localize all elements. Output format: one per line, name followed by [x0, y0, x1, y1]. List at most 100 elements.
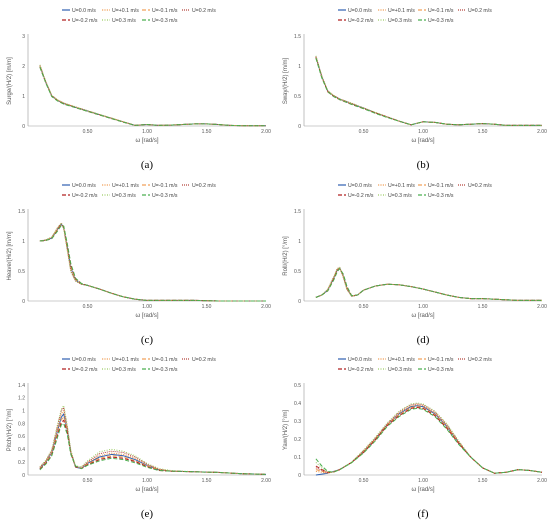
legend-label: U=-0.1 m/s — [152, 183, 178, 189]
series-line — [39, 405, 267, 475]
chart-panel: U=0.0 m/s U=+0.1 m/s U=-0.1 m/s U=0.2 m/s U=… — [278, 351, 548, 531]
legend-label: U=0.3 m/s — [112, 193, 136, 199]
legend-label: U=0.0 m/s — [348, 183, 372, 189]
series-line — [39, 65, 266, 127]
panel-label: (c) — [141, 334, 154, 346]
series-line — [39, 65, 266, 127]
x-tick-label: 1.00 — [142, 304, 152, 310]
y-tick-label: 1 — [22, 94, 25, 100]
series-line — [315, 267, 542, 301]
x-tick-label: 1.50 — [202, 304, 212, 310]
legend-label: U=+0.1 m/s — [388, 8, 415, 14]
series-line — [315, 402, 543, 474]
x-tick-label: 1.00 — [142, 478, 152, 484]
x-tick-label: 1.50 — [478, 304, 488, 310]
legend-label: U=-0.3 m/s — [152, 18, 178, 24]
chart-svg: U=0.0 m/s U=+0.1 m/s U=-0.1 m/s U=0.2 m/s U=… — [283, 8, 547, 171]
chart-svg: U=0.0 m/s U=+0.1 m/s U=-0.1 m/s U=0.2 m/s U=… — [7, 8, 271, 171]
y-axis-label: Surge/(H/2) [m/m] — [7, 57, 13, 105]
series-line — [39, 407, 267, 475]
x-tick-label: 1.00 — [142, 129, 152, 135]
legend-label: U=0.0 m/s — [348, 357, 372, 363]
y-tick-label: 0 — [22, 124, 25, 130]
legend-label: U=0.3 m/s — [388, 193, 412, 199]
y-tick-label: 0.6 — [18, 434, 25, 440]
y-tick-label: 1 — [22, 409, 25, 415]
legend-label: U=0.2 m/s — [468, 8, 492, 14]
legend-label: U=0.0 m/s — [72, 183, 96, 189]
chart-svg: U=0.0 m/s U=+0.1 m/s U=-0.1 m/s U=0.2 m/s U=… — [283, 357, 547, 520]
y-axis-label: Sway/(H/2) [m/m] — [283, 58, 289, 105]
series-line — [39, 224, 266, 302]
y-tick-label: 0.3 — [294, 419, 301, 425]
y-tick-label: 0.8 — [18, 421, 25, 427]
legend-label: U=-0.2 m/s — [72, 18, 98, 24]
y-tick-label: 0 — [298, 473, 301, 479]
series-line — [39, 224, 266, 302]
x-tick-label: 0.50 — [83, 304, 93, 310]
series-line — [315, 57, 542, 126]
y-tick-label: 0.2 — [18, 460, 25, 466]
y-tick-label: 2 — [22, 64, 25, 70]
x-tick-label: 1.50 — [202, 129, 212, 135]
chart-svg: U=0.0 m/s U=+0.1 m/s U=-0.1 m/s U=0.2 m/s U=… — [7, 183, 271, 346]
y-tick-label: 1.4 — [18, 383, 25, 389]
legend-label: U=-0.3 m/s — [152, 367, 178, 373]
legend-label: U=-0.1 m/s — [428, 357, 454, 363]
legend-label: U=-0.2 m/s — [348, 18, 374, 24]
x-tick-label: 1.00 — [418, 304, 428, 310]
series-line — [315, 267, 542, 301]
panel-label: (f) — [418, 508, 429, 520]
series-line — [315, 57, 542, 126]
y-axis-label: Yaw/(H/2) [°/m] — [283, 410, 289, 451]
series-line — [315, 266, 542, 301]
series-line — [39, 64, 266, 127]
legend-label: U=-0.1 m/s — [152, 8, 178, 14]
x-tick-label: 0.50 — [83, 478, 93, 484]
series-line — [39, 222, 266, 302]
legend-label: U=-0.2 m/s — [348, 367, 374, 373]
x-tick-label: 1.00 — [418, 129, 428, 135]
x-axis-label: ω [rad/s] — [135, 487, 158, 493]
legend-label: U=0.2 m/s — [192, 183, 216, 189]
x-tick-label: 2.00 — [537, 304, 547, 310]
y-tick-label: 0.4 — [18, 447, 25, 453]
legend-label: U=-0.1 m/s — [428, 8, 454, 14]
y-tick-label: 0.5 — [294, 94, 301, 100]
series-line — [39, 413, 267, 475]
series-line — [315, 56, 542, 126]
y-tick-label: 0.5 — [294, 383, 301, 389]
x-tick-label: 0.50 — [359, 129, 369, 135]
series-line — [39, 222, 266, 302]
y-tick-label: 1.2 — [18, 396, 25, 402]
series-line — [39, 410, 267, 475]
legend-label: U=-0.3 m/s — [428, 193, 454, 199]
chart-panel: U=0.0 m/s U=+0.1 m/s U=-0.1 m/s U=0.2 m/s U=… — [2, 177, 272, 357]
chart-svg: U=0.0 m/s U=+0.1 m/s U=-0.1 m/s U=0.2 m/s U=… — [7, 357, 271, 520]
series-line — [39, 224, 266, 302]
series-line — [39, 223, 266, 302]
legend-label: U=0.2 m/s — [192, 8, 216, 14]
x-tick-label: 1.50 — [478, 129, 488, 135]
x-axis-label: ω [rad/s] — [135, 313, 158, 319]
y-tick-label: 3 — [22, 34, 25, 40]
y-tick-label: 1 — [298, 64, 301, 70]
series-line — [315, 407, 543, 474]
series-line — [315, 268, 542, 301]
y-tick-label: 0.1 — [294, 455, 301, 461]
legend-label: U=0.3 m/s — [388, 367, 412, 373]
series-line — [39, 66, 266, 127]
y-tick-label: 1.5 — [18, 209, 25, 215]
legend-label: U=0.0 m/s — [72, 357, 96, 363]
series-line — [39, 66, 266, 127]
panel-label: (d) — [417, 334, 430, 346]
legend-label: U=0.0 m/s — [72, 8, 96, 14]
x-axis-label: ω [rad/s] — [411, 487, 434, 493]
series-line — [315, 403, 543, 474]
legend-label: U=-0.3 m/s — [152, 193, 178, 199]
series-line — [315, 55, 542, 126]
x-tick-label: 2.00 — [261, 129, 271, 135]
y-axis-label: Pitch/(H/2) [°/m] — [7, 408, 13, 451]
y-axis-label: Heave/(H/2) [m/m] — [7, 231, 13, 280]
